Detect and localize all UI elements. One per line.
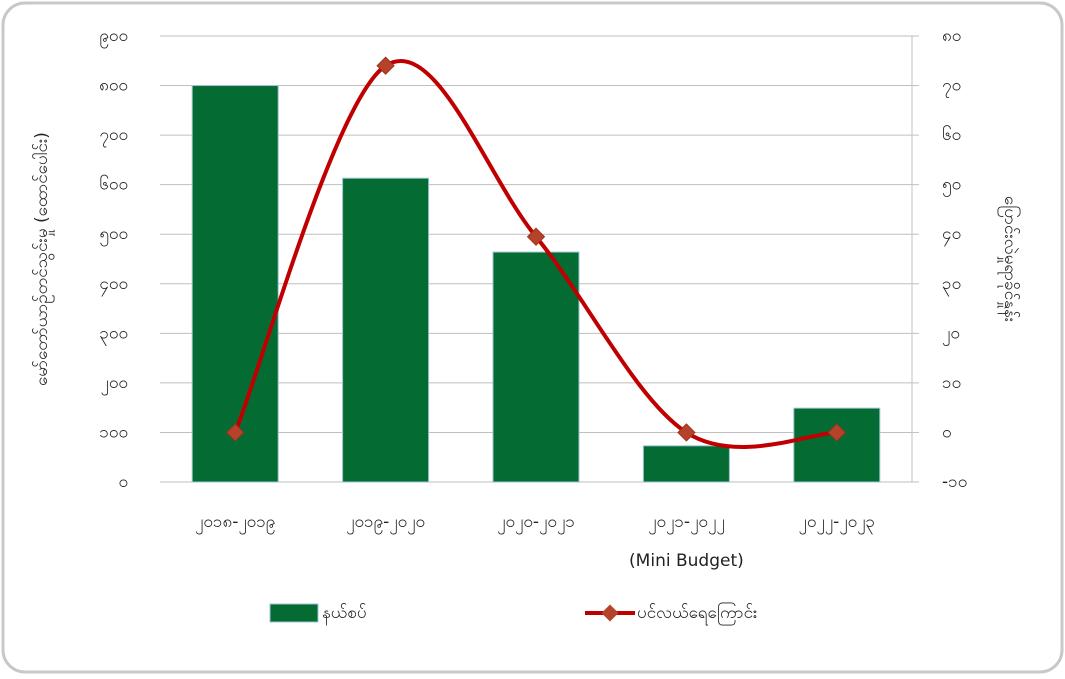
marker <box>526 227 546 246</box>
y2-tick-label: ၅၀ <box>942 175 961 198</box>
y-tick-label: ၁၀၀ <box>99 422 128 442</box>
y2-tick-label: ၆၀ <box>942 124 961 145</box>
y2-tick-label: ၂၀ <box>942 323 960 346</box>
y-tick-label: ၉၀၀ <box>99 26 128 49</box>
x-tick-label: ၂၀၂၂-၂၀၂၃ <box>799 512 876 535</box>
marker <box>677 423 696 442</box>
y2-tick-label: ၄၀ <box>942 224 961 247</box>
marker <box>376 56 395 75</box>
x-tick-label: ၂၀၁၉-၂၀၂၀ <box>346 512 425 535</box>
y2-tick-label: -၁၀ <box>942 472 967 492</box>
y-tick-label: ၂၀၀ <box>101 373 128 396</box>
y-axis-label: မော်တော်ယာဉ်တင်သွင်းမှု (ထောင်ပေါင်း) <box>31 132 55 386</box>
bar <box>342 177 430 483</box>
x-tick-label: ၂၀၁၈-၂၀၁၉ <box>195 512 275 535</box>
bar <box>642 445 730 483</box>
legend-marker <box>601 604 619 622</box>
legend-label: ပင်လယ်ရေကြောင်း <box>637 601 757 626</box>
legend-swatch <box>269 603 319 623</box>
x-annotation: (Mini Budget) <box>629 551 744 571</box>
marker <box>827 423 846 442</box>
y-tick-label: ၆၀၀ <box>99 174 128 195</box>
y-tick-label: ၃၀၀ <box>99 323 128 346</box>
y2-tick-label: ၈၀ <box>942 26 961 46</box>
y-tick-label: ၄၀၀ <box>99 274 128 297</box>
y2-tick-label: ၀ <box>942 422 952 442</box>
y-tick-label: ၈၀၀ <box>99 76 128 96</box>
bar <box>793 407 881 483</box>
y-tick-label: ၇၀၀ <box>99 125 128 148</box>
marker <box>226 423 245 442</box>
y-tick-label: ၀ <box>118 472 128 492</box>
y2-tick-label: ၁၀ <box>942 373 961 393</box>
y-tick-label: ၅၀၀ <box>99 224 128 247</box>
x-tick-label: ၂၀၂၀-၂၀၂၁ <box>497 512 575 535</box>
y2-tick-label: ၃၀ <box>942 274 961 297</box>
legend-label: နယ်စပ် <box>322 603 367 626</box>
bar <box>191 85 279 483</box>
y2-axis-label: ပြောင်းလဲမှုရာခိုင်နှုန်း <box>997 196 1022 322</box>
x-tick-label: ၂၀၂၁-၂၀၂၂ <box>648 512 725 535</box>
y2-tick-label: ၇၀ <box>942 76 961 99</box>
bar <box>492 251 580 483</box>
line <box>233 59 837 449</box>
